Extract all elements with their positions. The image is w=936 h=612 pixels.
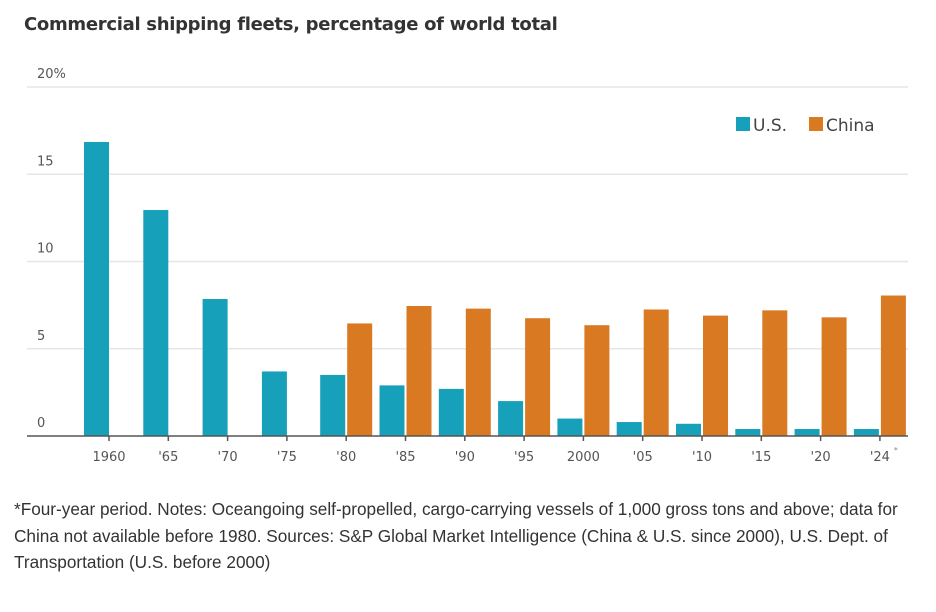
bar-china [643, 309, 669, 436]
bar-chart: 0 5 10 15 20% 1960 '65 '70 '75 '80 '85 '90 '95 2000 '… [27, 67, 908, 465]
x-axis: 1960 '65 '70 '75 '80 '85 '90 '95 2000 '05 '10 '15 '2… [27, 435, 908, 465]
x-tick-label: '90 [455, 450, 475, 465]
bars [84, 141, 906, 436]
bar-us [498, 401, 524, 436]
bar-us [735, 429, 761, 436]
bar-us [853, 429, 879, 436]
x-tick-label: 2000 [567, 450, 600, 465]
bar-us [616, 422, 642, 436]
x-tick-label: '70 [218, 450, 238, 465]
x-tick-label: '80 [336, 450, 356, 465]
y-axis-labels: 0 5 10 15 20% [37, 67, 66, 431]
y-tick-label: 10 [37, 242, 54, 257]
x-tick-label: '95 [514, 450, 534, 465]
x-tick-label: '85 [395, 450, 415, 465]
bar-us [438, 388, 464, 436]
bar-china [525, 318, 551, 436]
bar-china [347, 323, 373, 436]
legend-swatch [736, 117, 750, 131]
bar-us [379, 385, 405, 436]
bar-us [202, 299, 228, 436]
bar-china [465, 308, 491, 436]
bar-china [762, 310, 788, 436]
bar-china [703, 315, 728, 436]
legend-label: U.S. [753, 116, 787, 136]
bar-china [406, 305, 432, 436]
legend: U.S. China [736, 116, 875, 136]
legend-swatch [809, 117, 823, 131]
bar-china [821, 317, 847, 436]
bar-us [794, 429, 820, 436]
bar-china [880, 295, 906, 436]
y-tick-label: 20% [37, 67, 66, 82]
bar-us [557, 418, 583, 436]
y-tick-label: 5 [37, 329, 45, 344]
y-tick-label: 0 [37, 416, 45, 431]
chart-title: Commercial shipping fleets, percentage o… [24, 14, 558, 35]
x-tick-marker: * [894, 446, 898, 455]
x-tick-label: '75 [277, 450, 297, 465]
bar-us [676, 423, 701, 436]
legend-label: China [826, 116, 875, 136]
footnote: *Four-year period. Notes: Oceangoing sel… [14, 499, 898, 572]
bar-us [143, 210, 169, 436]
bar-us [261, 371, 287, 436]
bar-us [320, 374, 346, 436]
x-tick-label: '10 [692, 450, 712, 465]
y-tick-label: 15 [37, 154, 54, 169]
x-tick-label: '20 [811, 450, 831, 465]
bar-china [584, 325, 610, 436]
x-tick-label: '65 [158, 450, 178, 465]
bar-us [84, 141, 109, 436]
x-tick-label: 1960 [92, 450, 125, 465]
x-tick-label: '15 [751, 450, 771, 465]
x-tick-label: '24 [870, 450, 890, 465]
x-tick-label: '05 [633, 450, 653, 465]
